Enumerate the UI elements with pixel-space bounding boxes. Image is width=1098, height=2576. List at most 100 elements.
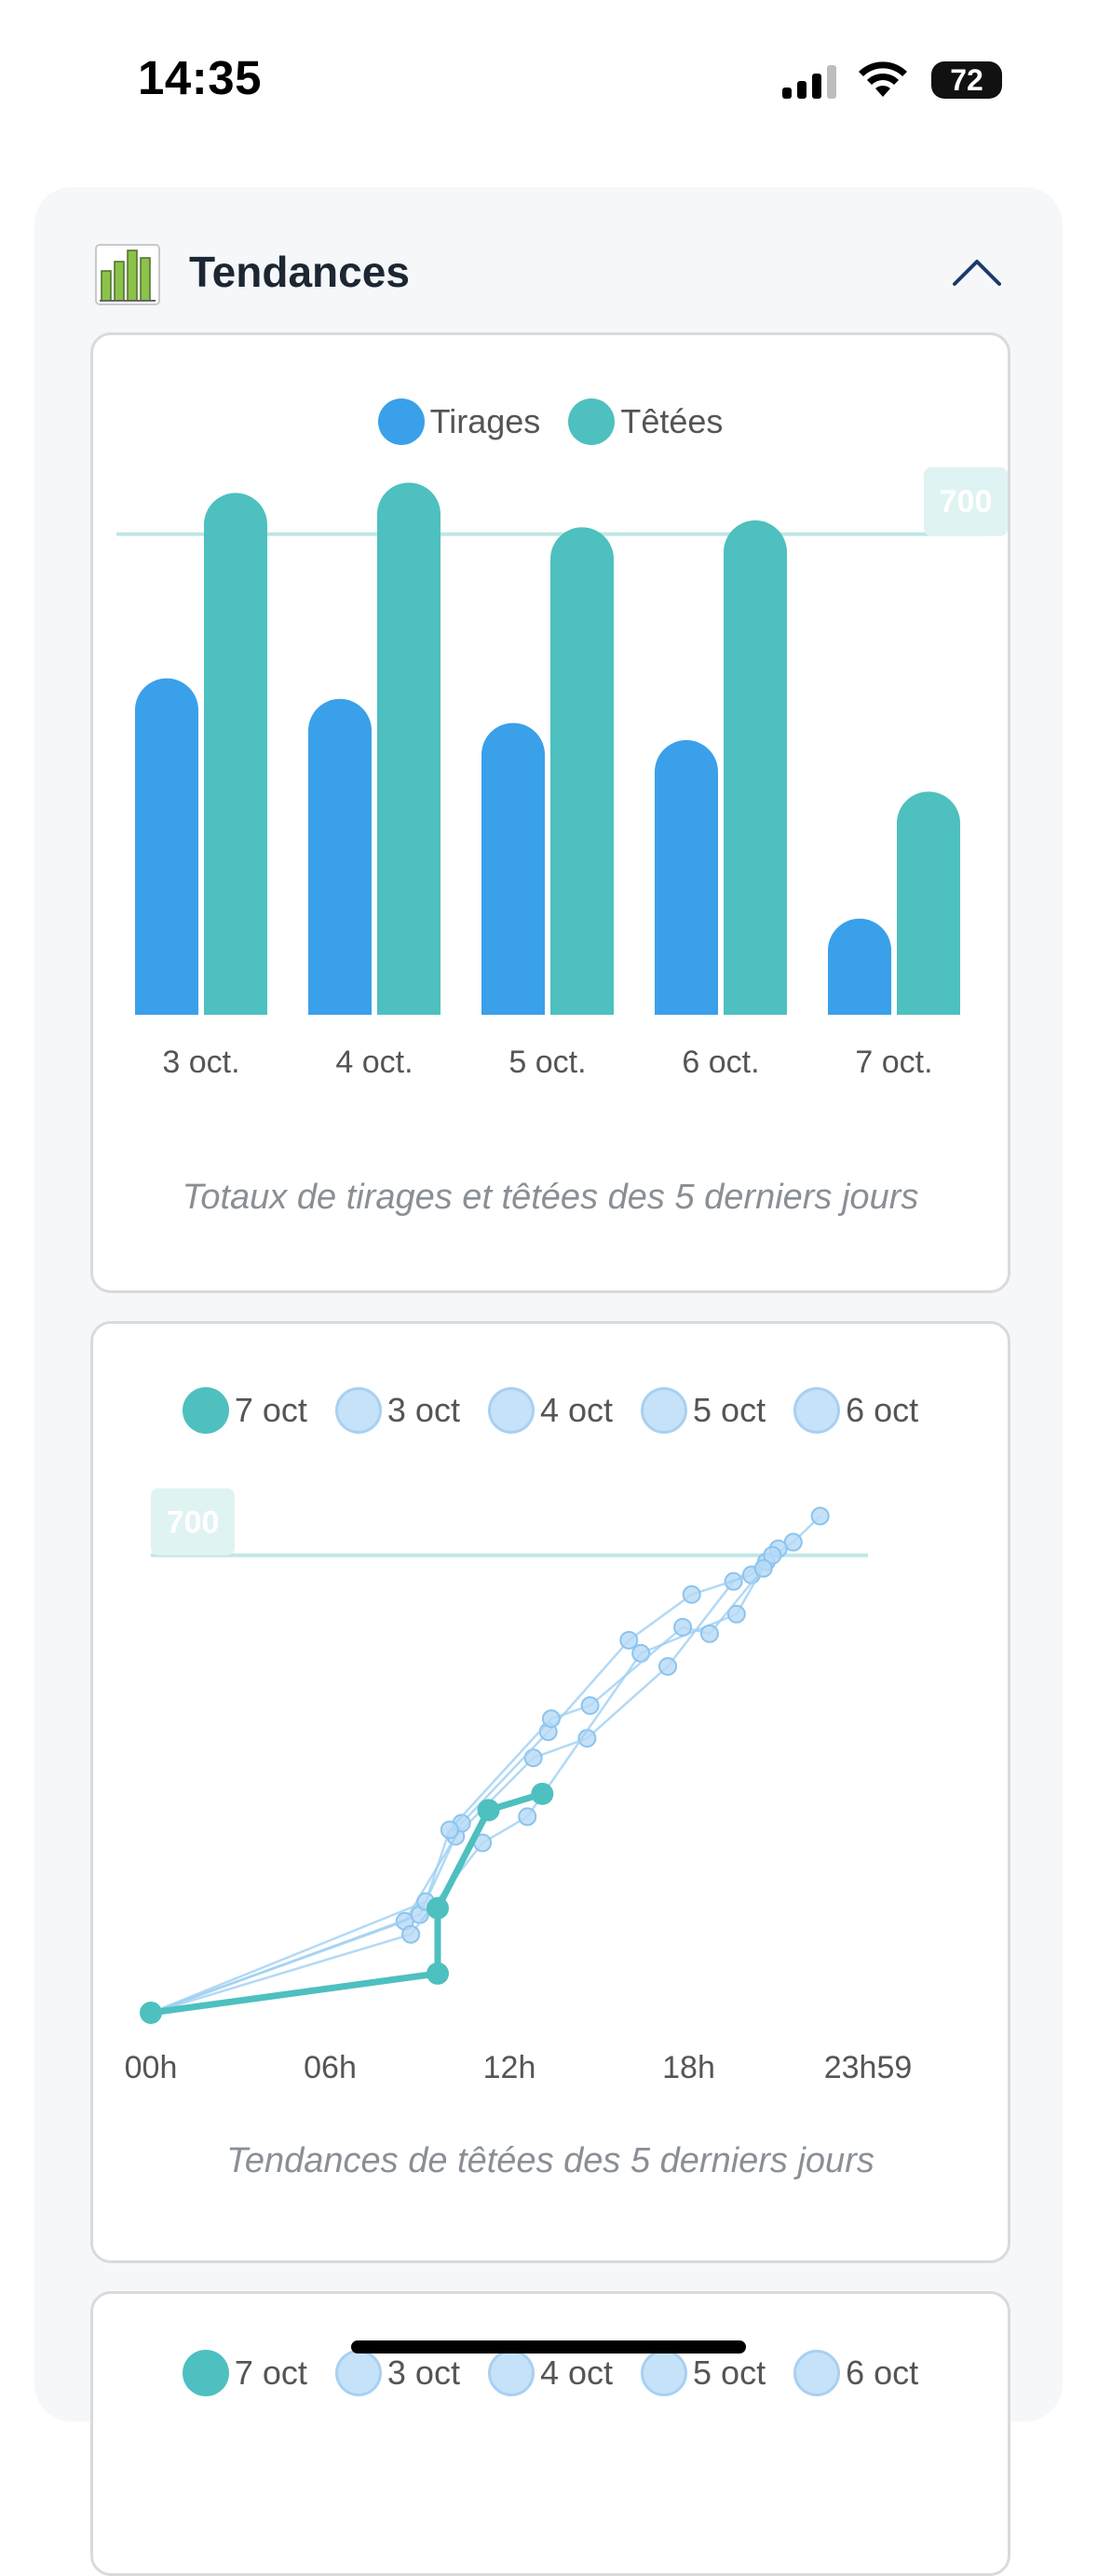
legend-dot-4oct-2 <box>487 2350 535 2396</box>
bar-tetees-3[interactable] <box>550 527 614 1015</box>
data-point-6oct[interactable] <box>440 1820 459 1840</box>
home-indicator[interactable] <box>351 2340 746 2353</box>
legend-label-4oct: 4 oct <box>539 1391 614 1429</box>
battery-level: 72 <box>950 63 983 97</box>
line-chart: 700 00h 06h 12h 18h 23h59 <box>125 1488 913 2085</box>
bar-tetees-1[interactable] <box>204 492 267 1016</box>
data-point-5oct[interactable] <box>518 1807 537 1827</box>
legend-label-5oct-2: 5 oct <box>693 2353 766 2392</box>
legend-item-3oct-2[interactable]: 3 oct <box>334 2350 460 2396</box>
legend-label-3oct: 3 oct <box>386 1391 460 1429</box>
data-point-3oct[interactable] <box>523 1748 543 1768</box>
legend-item-4oct-2[interactable]: 4 oct <box>487 2350 614 2396</box>
legend-item-5oct[interactable]: 5 oct <box>641 1387 766 1434</box>
legend-label-6oct: 6 oct <box>846 1391 919 1429</box>
legend-item-7oct-2[interactable]: 7 oct <box>182 2350 307 2396</box>
status-time: 14:35 <box>138 51 262 104</box>
threshold-label: 700 <box>167 1505 220 1541</box>
bar-tirages-2[interactable] <box>308 698 372 1015</box>
bar-chart: 700 3 oct. 4 oct. 5 oct. 6 oct. 7 oct. <box>116 466 1008 1080</box>
status-icons: 72 <box>782 58 1098 102</box>
x-tick-label: 12h <box>483 2050 536 2085</box>
legend-item-tirages[interactable]: Tirages <box>377 398 541 445</box>
legend-item-tetees[interactable]: Têtées <box>568 398 723 445</box>
legend-dot-6oct <box>793 1387 841 1434</box>
legend-dot-6oct-2 <box>793 2350 841 2396</box>
legend-label-tirages: Tirages <box>429 402 541 440</box>
third-chart-legend: 7 oct 3 oct 4 oct 5 oct 6 oct <box>93 2350 1008 2405</box>
legend-item-6oct-2[interactable]: 6 oct <box>793 2350 918 2396</box>
data-point-6oct[interactable] <box>699 1624 719 1643</box>
threshold-badge <box>151 1488 235 1556</box>
legend-label-7oct-2: 7 oct <box>234 2353 307 2392</box>
status-bar: 14:35 72 <box>0 0 1098 140</box>
bar-tetees-5[interactable] <box>897 791 960 1015</box>
section-title: Tendances <box>189 248 410 296</box>
x-tick-label: 4 oct. <box>335 1045 413 1080</box>
bar-tirages-4[interactable] <box>655 740 718 1015</box>
legend-dot-3oct <box>334 1387 382 1434</box>
legend-label-7oct: 7 oct <box>234 1391 307 1429</box>
data-point-3oct[interactable] <box>810 1506 830 1526</box>
bar-chart-card: Tirages Têtées 700 3 oct. 4 oct. 5 oct. 6 oc… <box>90 332 1010 1293</box>
x-tick-label: 6 oct. <box>682 1045 759 1080</box>
legend-dot-7oct-2 <box>182 2350 229 2396</box>
data-point-7oct[interactable] <box>477 1799 500 1822</box>
data-point-4oct[interactable] <box>619 1630 639 1650</box>
wifi-icon <box>859 61 907 97</box>
legend-item-3oct[interactable]: 3 oct <box>334 1387 460 1434</box>
legend-dot-3oct-2 <box>334 2350 382 2396</box>
legend-item-4oct[interactable]: 4 oct <box>487 1387 614 1434</box>
legend-dot-4oct <box>487 1387 535 1434</box>
third-chart-card: 7 oct 3 oct 4 oct 5 oct 6 oct <box>90 2291 1010 2576</box>
data-point-4oct[interactable] <box>682 1585 701 1604</box>
data-point-6oct[interactable] <box>580 1696 600 1716</box>
legend-dot-5oct-2 <box>641 2350 688 2396</box>
chevron-up-icon[interactable] <box>947 245 1007 301</box>
line-chart-caption: Tendances de têtées des 5 derniers jours <box>226 2141 874 2180</box>
line-chart-legend: 7 oct 3 oct 4 oct 5 oct 6 oct <box>93 1387 1008 1442</box>
x-tick-label: 23h59 <box>824 2050 913 2085</box>
battery-icon: 72 <box>931 61 1002 99</box>
x-tick-label: 7 oct. <box>855 1045 932 1080</box>
signal-icon <box>782 65 836 99</box>
bar-chart-icon <box>95 244 160 305</box>
legend-dot-tetees <box>568 398 616 445</box>
data-point-5oct[interactable] <box>401 1924 421 1944</box>
data-point-5oct[interactable] <box>726 1604 746 1624</box>
legend-label-tetees: Têtées <box>620 402 724 440</box>
threshold-badge <box>924 466 1008 536</box>
legend-item-7oct[interactable]: 7 oct <box>182 1387 307 1434</box>
data-point-6oct[interactable] <box>753 1558 773 1578</box>
legend-dot-tirages <box>377 398 425 445</box>
bar-tirages-1[interactable] <box>135 678 198 1015</box>
bar-chart-legend: Tirages Têtées <box>93 398 1008 453</box>
section-header[interactable]: Tendances <box>34 187 1063 331</box>
bar-tetees-2[interactable] <box>377 482 441 1015</box>
bar-tirages-3[interactable] <box>481 722 545 1015</box>
legend-label-4oct-2: 4 oct <box>539 2353 614 2392</box>
legend-item-5oct-2[interactable]: 5 oct <box>641 2350 766 2396</box>
data-point-7oct[interactable] <box>531 1782 554 1805</box>
data-point-6oct[interactable] <box>541 1709 561 1729</box>
data-point-6oct[interactable] <box>673 1617 693 1637</box>
data-point-5oct[interactable] <box>763 1545 782 1565</box>
bar-tetees-4[interactable] <box>724 520 787 1015</box>
legend-label-5oct: 5 oct <box>693 1391 766 1429</box>
series-line-7oct <box>150 1790 544 2016</box>
trends-section: Tendances Tirages Têtées 700 3 oct. 4 oct.… <box>34 187 1063 2576</box>
data-point-5oct[interactable] <box>631 1643 651 1663</box>
series-line-6oct <box>150 1567 765 2015</box>
bar-chart-caption: Totaux de tirages et têtées des 5 dernie… <box>182 1178 919 1217</box>
data-point-7oct[interactable] <box>140 2002 162 2024</box>
data-point-3oct[interactable] <box>658 1656 678 1676</box>
threshold-label: 700 <box>940 484 993 519</box>
data-point-7oct[interactable] <box>427 1896 449 1920</box>
x-tick-label: 00h <box>125 2050 178 2085</box>
bar-tirages-5[interactable] <box>828 918 891 1015</box>
line-chart-card: 7 oct 3 oct 4 oct 5 oct 6 oct 700 00h 06h 1… <box>90 1321 1010 2263</box>
data-point-7oct[interactable] <box>427 1962 449 1985</box>
x-tick-label: 3 oct. <box>162 1045 239 1080</box>
legend-item-6oct[interactable]: 6 oct <box>793 1387 918 1434</box>
legend-label-3oct-2: 3 oct <box>386 2353 460 2392</box>
